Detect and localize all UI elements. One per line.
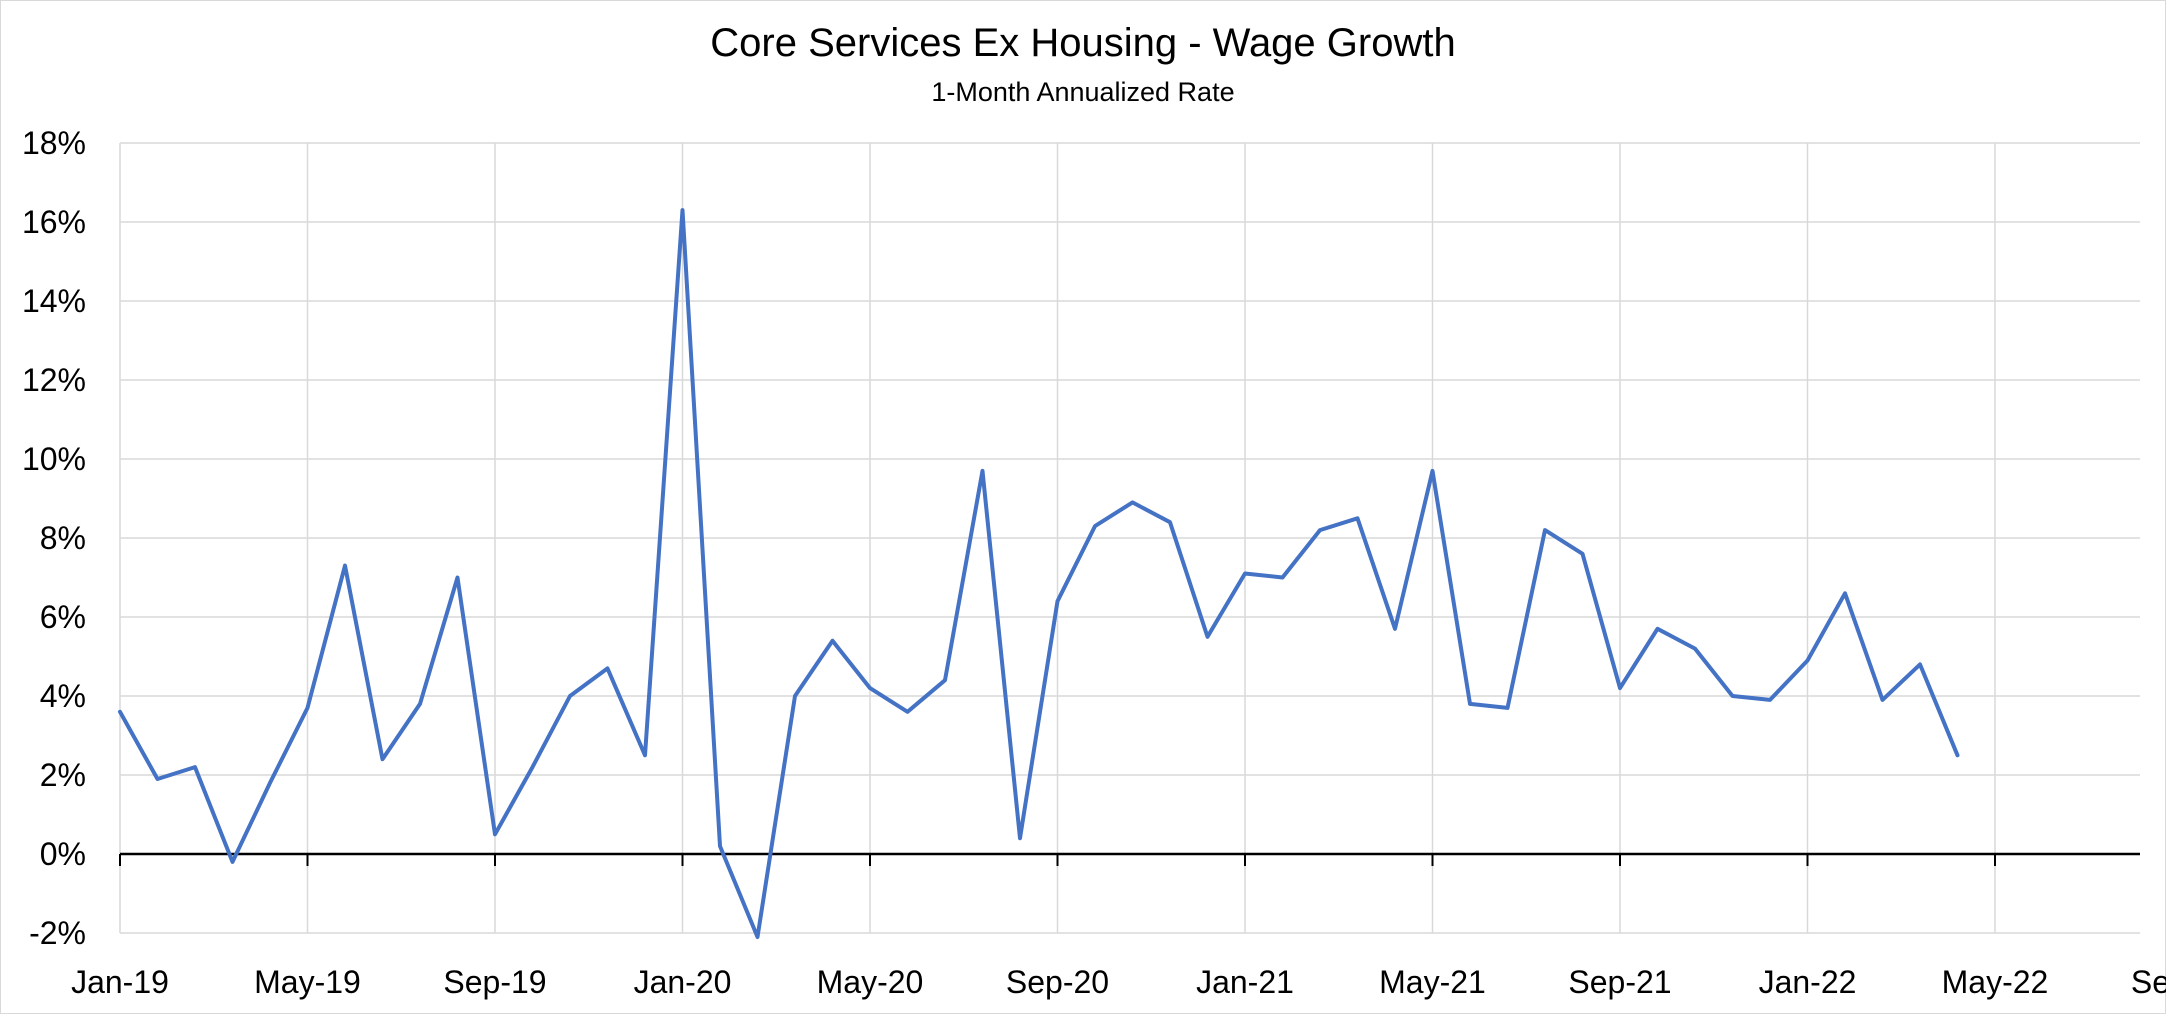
- data-point: [1693, 647, 1697, 651]
- data-point: [1168, 520, 1172, 524]
- data-point: [1506, 706, 1509, 710]
- data-point: [456, 576, 459, 579]
- data-point: [1918, 662, 1922, 666]
- x-tick-label: Jan-20: [634, 964, 732, 1000]
- data-point: [1431, 469, 1434, 473]
- data-point: [306, 706, 309, 710]
- chart-title: Core Services Ex Housing - Wage Growth: [710, 21, 1455, 65]
- data-point: [1768, 698, 1772, 702]
- y-tick-label: 2%: [40, 757, 86, 793]
- y-tick-label: 16%: [22, 204, 86, 240]
- x-tick-label: Jan-22: [1759, 964, 1857, 1000]
- data-point: [1581, 552, 1584, 556]
- data-point: [1243, 572, 1247, 575]
- x-tick-label: May-21: [1379, 964, 1486, 1000]
- x-tick-label: Sep-20: [1006, 964, 1109, 1000]
- y-axis-tick-labels: 18% 16% 14% 12% 10% 8% 6% 4% 2% 0% -2%: [22, 125, 86, 951]
- y-tick-label: 18%: [22, 125, 86, 161]
- y-tick-label: 6%: [40, 599, 86, 635]
- x-tick-label: May-22: [1942, 964, 2049, 1000]
- data-point: [1056, 599, 1059, 603]
- x-tick-label: Sep-19: [443, 964, 546, 1000]
- data-point: [1468, 702, 1472, 706]
- axes: [119, 852, 2140, 866]
- data-point: [606, 666, 609, 670]
- data-point: [381, 757, 384, 761]
- y-tick-label: 4%: [40, 678, 86, 714]
- data-point: [1656, 627, 1659, 631]
- data-point: [343, 564, 347, 568]
- data-point: [1881, 698, 1884, 702]
- y-tick-label: 10%: [22, 441, 86, 477]
- data-point: [231, 860, 234, 864]
- data-point: [868, 686, 872, 690]
- data-point: [831, 639, 834, 643]
- data-point: [1806, 659, 1809, 662]
- x-tick-label: Jan-19: [71, 964, 169, 1000]
- data-point: [1281, 576, 1284, 579]
- data-point: [1206, 635, 1209, 639]
- data-point: [531, 765, 534, 769]
- data-point: [756, 935, 759, 939]
- y-tick-label: -2%: [29, 915, 86, 951]
- series-line-0: [118, 208, 1960, 939]
- data-point: [156, 777, 159, 781]
- series-layer: [118, 208, 1960, 939]
- y-tick-label: 0%: [40, 836, 86, 872]
- data-point: [718, 844, 722, 848]
- data-points: [118, 208, 1959, 939]
- data-point: [981, 469, 984, 473]
- data-point: [906, 710, 909, 714]
- data-point: [793, 694, 797, 698]
- data-point: [1956, 753, 1959, 757]
- data-point: [1618, 686, 1622, 690]
- gridlines: [119, 142, 2140, 934]
- x-tick-label: Jan-21: [1196, 964, 1294, 1000]
- data-point: [568, 694, 572, 698]
- data-point: [268, 781, 272, 785]
- data-point: [1018, 836, 1022, 840]
- x-tick-label: May-19: [254, 964, 361, 1000]
- x-tick-label: Sep-21: [1568, 964, 1671, 1000]
- data-point: [681, 208, 684, 212]
- x-tick-label: May-20: [817, 964, 924, 1000]
- data-point: [1318, 528, 1322, 532]
- y-tick-label: 12%: [22, 362, 86, 398]
- data-point: [418, 702, 422, 706]
- data-point: [943, 678, 947, 682]
- x-tick-label: Sep-22: [2131, 964, 2166, 1000]
- data-point: [1843, 591, 1847, 595]
- data-point: [1131, 500, 1134, 504]
- data-point: [493, 832, 497, 836]
- data-point: [643, 753, 647, 757]
- y-tick-label: 14%: [22, 283, 86, 319]
- y-tick-label: 8%: [40, 520, 86, 556]
- data-point: [118, 710, 122, 714]
- data-point: [1093, 524, 1097, 528]
- chart-subtitle: 1-Month Annualized Rate: [931, 77, 1234, 107]
- data-point: [1543, 528, 1547, 532]
- data-point: [1731, 694, 1734, 698]
- data-point: [193, 765, 197, 769]
- data-point: [1356, 516, 1359, 520]
- data-point: [1393, 627, 1397, 631]
- x-axis-tick-labels: Jan-19 May-19 Sep-19 Jan-20 May-20 Sep-20 Jan-…: [71, 964, 2166, 1000]
